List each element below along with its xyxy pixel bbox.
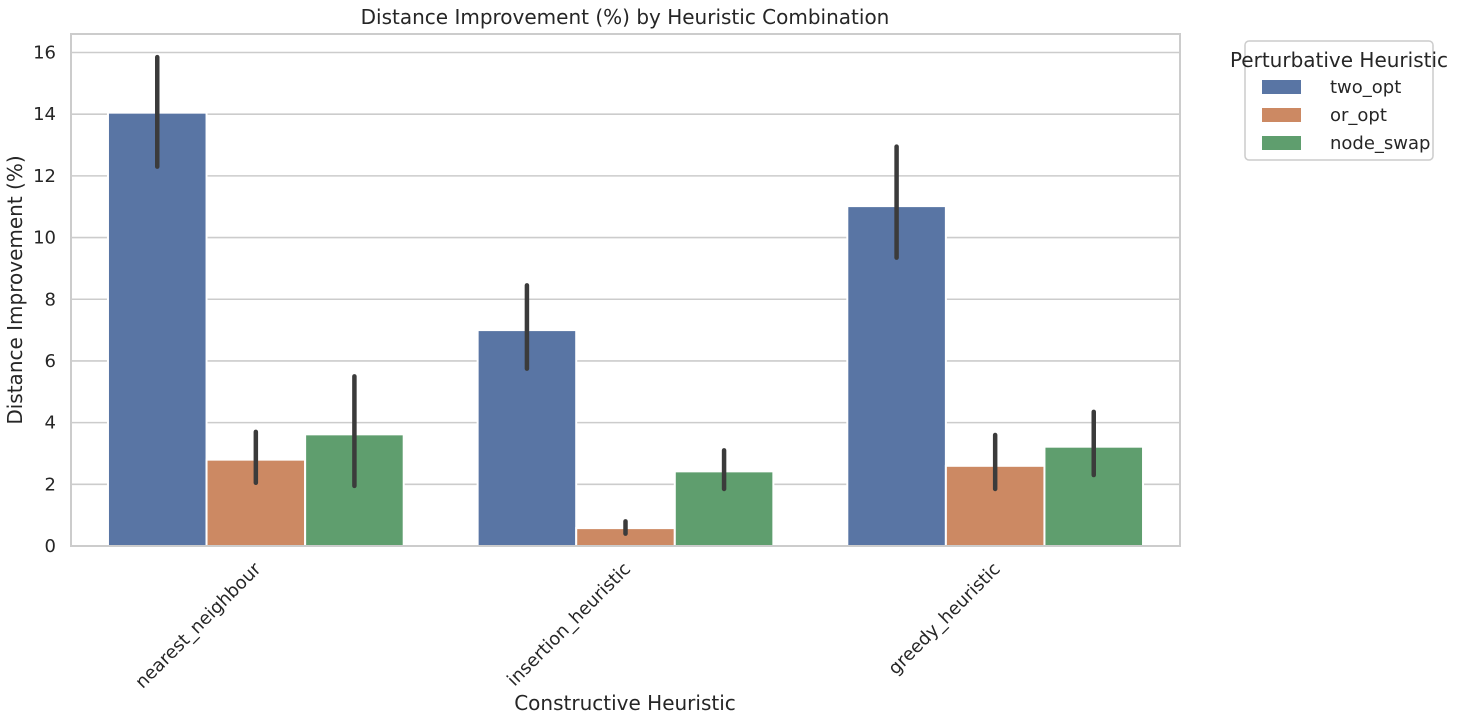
legend-label-two_opt: two_opt	[1330, 77, 1401, 98]
error-bars	[155, 54, 1096, 536]
y-tick-label: 8	[45, 289, 56, 310]
legend-box	[1244, 40, 1434, 161]
legend-swatch-node_swap	[1262, 136, 1301, 150]
legend-swatch-two_opt	[1262, 80, 1301, 94]
y-tick-label: 16	[33, 43, 56, 64]
legend-title: Perturbative Heuristic	[1230, 48, 1448, 72]
chart-title: Distance Improvement (%) by Heuristic Co…	[361, 5, 890, 29]
y-tick-label: 4	[45, 413, 56, 434]
y-tick-label: 6	[45, 351, 56, 372]
y-tick-label: 14	[33, 104, 56, 125]
x-axis-ticks: nearest_neighbour insertion_heuristic gree…	[131, 558, 1004, 692]
bars	[106, 111, 1145, 547]
x-axis-label: Constructive Heuristic	[514, 691, 736, 715]
y-tick-label: 10	[33, 228, 56, 249]
x-tick-label: insertion_heuristic	[503, 559, 635, 691]
legend-label-or_opt: or_opt	[1330, 105, 1387, 126]
plot-frame	[70, 33, 1181, 547]
x-tick-label: nearest_neighbour	[131, 558, 265, 692]
x-tick-label: greedy_heuristic	[884, 559, 1004, 679]
y-tick-label: 0	[45, 536, 56, 557]
legend-swatch-or_opt	[1262, 108, 1301, 122]
bar-two_opt-nearest_neighbour	[106, 111, 208, 547]
y-tick-label: 2	[45, 474, 56, 495]
y-axis-label: Distance Improvement (%)	[3, 155, 27, 424]
legend-label-node_swap: node_swap	[1330, 133, 1430, 154]
y-tick-label: 12	[33, 166, 56, 187]
y-axis-ticks: 0 2 4 6 8 10 12 14 16	[33, 43, 56, 557]
legend: Perturbative Heuristic two_opt or_opt node_…	[1230, 40, 1448, 161]
